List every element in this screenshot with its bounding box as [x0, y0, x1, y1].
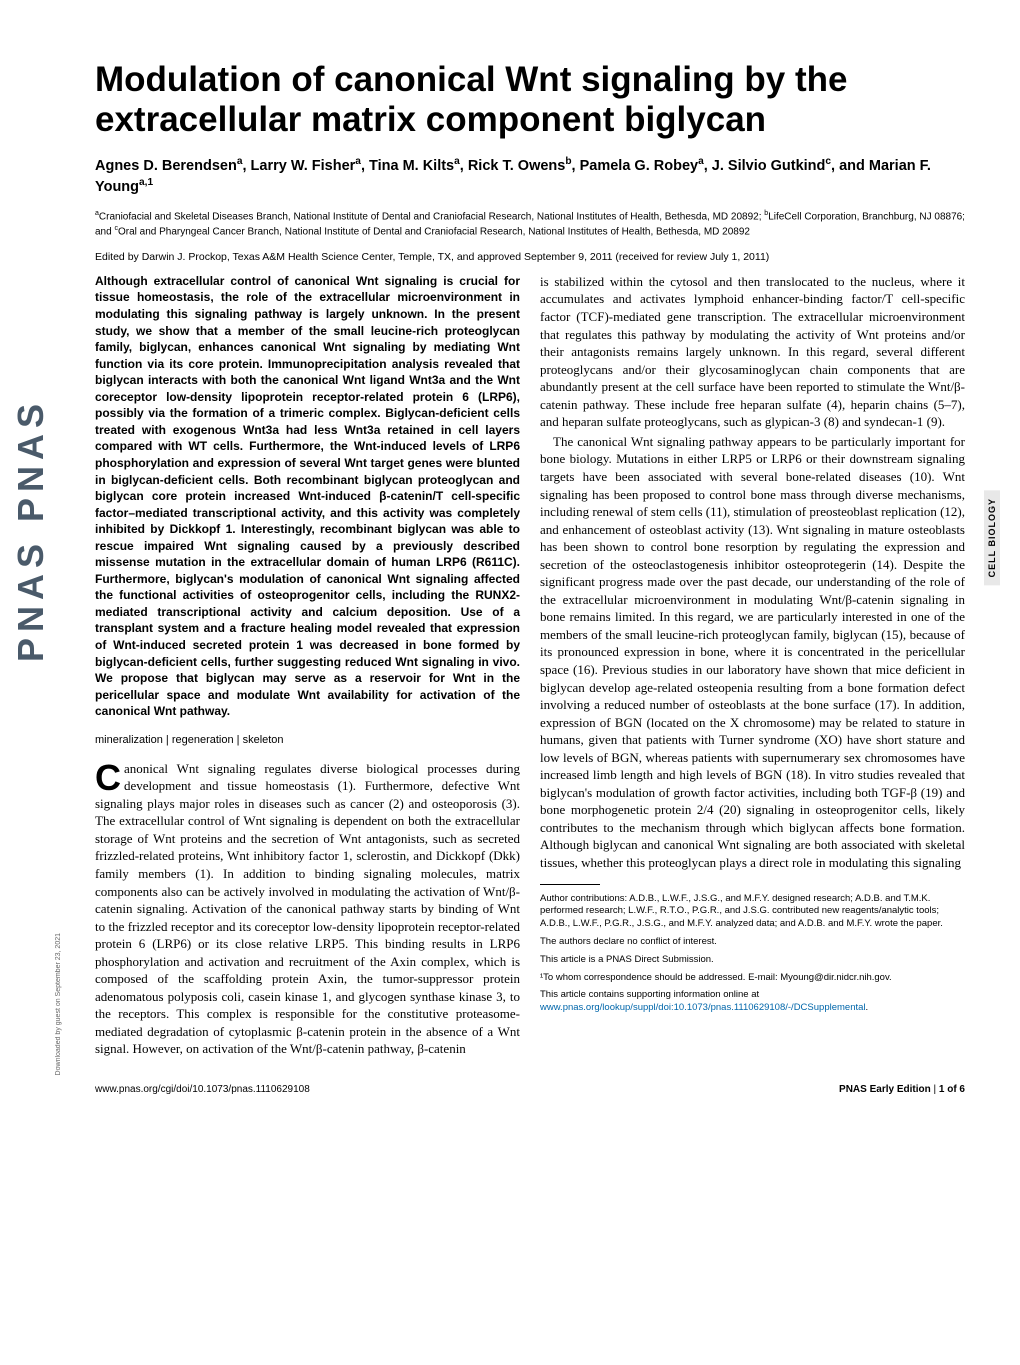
- edited-by: Edited by Darwin J. Prockop, Texas A&M H…: [95, 251, 965, 263]
- download-note: Downloaded by guest on September 23, 202…: [55, 933, 62, 1075]
- body-col2-p1: is stabilized within the cytosol and the…: [540, 273, 965, 431]
- footnote-rule: [540, 884, 600, 885]
- page-footer: www.pnas.org/cgi/doi/10.1073/pnas.111062…: [95, 1078, 965, 1095]
- footer-doi: www.pnas.org/cgi/doi/10.1073/pnas.111062…: [95, 1084, 310, 1095]
- body-left: Canonical Wnt signaling regulates divers…: [95, 760, 520, 1058]
- two-column-content: Although extracellular control of canoni…: [95, 273, 965, 1058]
- footnote-conflict: The authors declare no conflict of inter…: [540, 936, 965, 949]
- footer-pageinfo: PNAS Early Edition | 1 of 6: [839, 1084, 965, 1095]
- column-left: Although extracellular control of canoni…: [95, 273, 520, 1058]
- authors-line: Agnes D. Berendsena, Larry W. Fishera, T…: [95, 155, 965, 198]
- section-label: CELL BIOLOGY: [984, 490, 1000, 585]
- body-col2-p2: The canonical Wnt signaling pathway appe…: [540, 433, 965, 872]
- keywords: mineralization | regeneration | skeleton: [95, 734, 520, 746]
- abstract-text: Although extracellular control of canoni…: [95, 273, 520, 720]
- column-right: is stabilized within the cytosol and the…: [540, 273, 965, 1058]
- page-content: Modulation of canonical Wnt signaling by…: [0, 0, 1020, 1135]
- footnote-supporting: This article contains supporting informa…: [540, 989, 965, 1015]
- affiliations: aCraniofacial and Skeletal Diseases Bran…: [95, 209, 965, 239]
- footnotes: Author contributions: A.D.B., L.W.F., J.…: [540, 893, 965, 1016]
- body-right: is stabilized within the cytosol and the…: [540, 273, 965, 872]
- body-col1-text: anonical Wnt signaling regulates diverse…: [95, 761, 520, 1057]
- footnote-contributions: Author contributions: A.D.B., L.W.F., J.…: [540, 893, 965, 931]
- article-title: Modulation of canonical Wnt signaling by…: [95, 60, 965, 141]
- dropcap: C: [95, 760, 124, 794]
- footnote-submission: This article is a PNAS Direct Submission…: [540, 954, 965, 967]
- supporting-link[interactable]: www.pnas.org/lookup/suppl/doi:10.1073/pn…: [540, 1002, 866, 1013]
- footnote-correspondence: ¹To whom correspondence should be addres…: [540, 972, 965, 985]
